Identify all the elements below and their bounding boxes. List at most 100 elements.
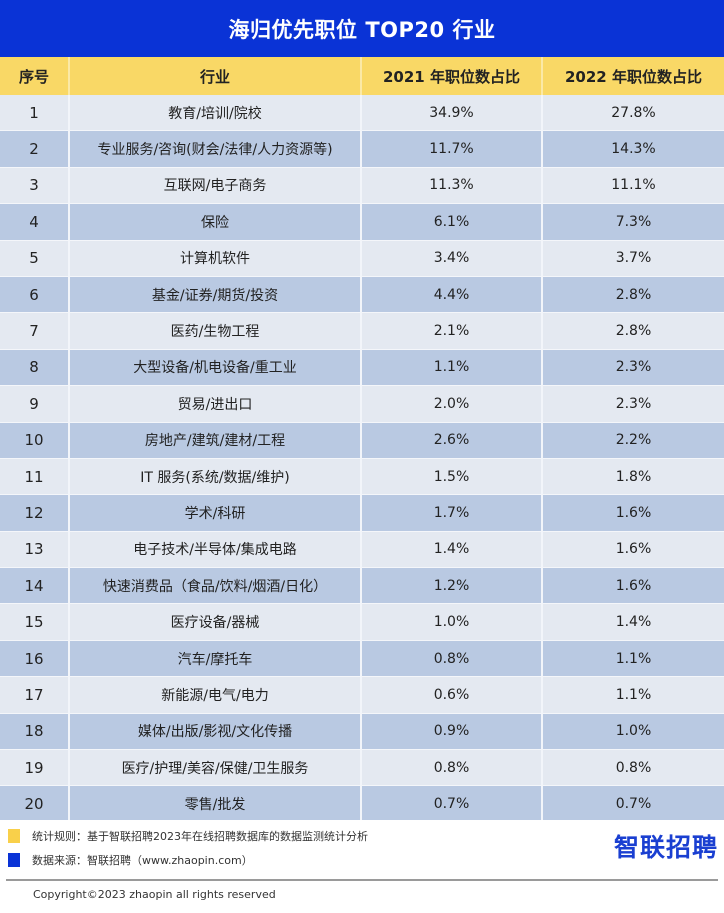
table-body: 1 教育/培训/院校 34.9% 27.8% 2 专业服务/咨询(财会/法律/人力资源等)… [0,95,724,823]
share-2021-cell: 1.4% [362,531,543,569]
share-2022-cell: 1.8% [543,459,724,496]
share-2022-cell: 0.8% [543,750,724,787]
rank-cell: 9 [0,386,70,423]
industry-cell: 教育/培训/院校 [70,95,362,132]
share-2021-cell: 0.6% [362,677,543,714]
table-row: 19 医疗/护理/美容/保健/卫生服务 0.8% 0.8% [0,750,724,787]
legend-source: 数据来源：智联招聘（www.zhaopin.com） [8,852,253,868]
share-2022-cell: 11.1% [543,168,724,205]
share-2022-cell: 7.3% [543,204,724,241]
rank-cell: 10 [0,422,70,459]
rank-cell: 15 [0,604,70,641]
rank-cell: 5 [0,240,70,277]
share-2021-cell: 11.7% [362,131,543,168]
page-title: 海归优先职位 TOP20 行业 [0,0,724,57]
share-2022-cell: 1.1% [543,677,724,714]
rank-cell: 8 [0,349,70,387]
share-2021-cell: 1.0% [362,604,543,641]
share-2022-cell: 1.6% [543,532,724,569]
industry-cell: 专业服务/咨询(财会/法律/人力资源等) [70,131,362,168]
table-row: 14 快速消费品（食品/饮料/烟酒/日化） 1.2% 1.6% [0,568,724,605]
industry-cell: 医药/生物工程 [70,313,362,350]
share-2021-cell: 6.1% [362,204,543,241]
share-2021-cell: 1.7% [362,495,543,532]
industry-cell: 学术/科研 [70,495,362,532]
share-2022-cell: 0.7% [543,786,724,823]
share-2021-cell: 4.4% [362,276,543,314]
rank-cell: 11 [0,458,70,496]
share-2022-cell: 2.8% [543,313,724,350]
share-2022-cell: 14.3% [543,131,724,168]
share-2022-cell: 2.3% [543,350,724,387]
rank-cell: 1 [0,95,70,132]
share-2022-cell: 2.2% [543,423,724,459]
share-2022-cell: 1.0% [543,714,724,751]
table-row: 13 电子技术/半导体/集成电路 1.4% 1.6% [0,531,724,569]
industry-cell: 电子技术/半导体/集成电路 [70,531,362,569]
rank-cell: 12 [0,495,70,532]
source-text: 数据来源：智联招聘（www.zhaopin.com） [32,854,253,867]
footer-divider [6,879,718,881]
rank-cell: 14 [0,568,70,605]
share-2021-cell: 1.2% [362,568,543,605]
share-2022-cell: 1.1% [543,641,724,678]
rank-cell: 7 [0,313,70,350]
table-row: 3 互联网/电子商务 11.3% 11.1% [0,167,724,205]
rule-text: 统计规则：基于智联招聘2023年在线招聘数据库的数据监测统计分析 [32,830,368,843]
table-row: 12 学术/科研 1.7% 1.6% [0,495,724,532]
table-row: 4 保险 6.1% 7.3% [0,204,724,241]
table-row: 16 汽车/摩托车 0.8% 1.1% [0,640,724,678]
table-row: 20 零售/批发 0.7% 0.7% [0,786,724,823]
rank-cell: 20 [0,786,70,823]
share-2021-cell: 1.1% [362,349,543,387]
copyright-text: Copyright©2023 zhaopin all rights reserv… [33,888,276,901]
share-2021-cell: 0.7% [362,786,543,823]
blue-square-icon [8,853,20,867]
industry-cell: 互联网/电子商务 [70,167,362,205]
zhaopin-logo: 智联招聘 [613,833,718,862]
header-2021-share: 2021 年职位数占比 [362,57,543,95]
table-row: 11 IT 服务(系统/数据/维护) 1.5% 1.8% [0,458,724,496]
rank-cell: 6 [0,276,70,314]
rank-cell: 13 [0,531,70,569]
share-2022-cell: 1.4% [543,604,724,641]
industry-cell: 零售/批发 [70,786,362,823]
industry-cell: 医疗设备/器械 [70,604,362,641]
footer: 统计规则：基于智联招聘2023年在线招聘数据库的数据监测统计分析 数据来源：智联… [0,820,724,913]
rank-cell: 2 [0,131,70,168]
table-row: 18 媒体/出版/影视/文化传播 0.9% 1.0% [0,713,724,751]
share-2022-cell: 2.8% [543,277,724,314]
industry-table: 序号 行业 2021 年职位数占比 2022 年职位数占比 1 教育/培训/院校 3… [0,57,724,823]
table-row: 5 计算机软件 3.4% 3.7% [0,240,724,277]
share-2022-cell: 1.6% [543,568,724,605]
industry-cell: 新能源/电气/电力 [70,677,362,714]
share-2021-cell: 11.3% [362,167,543,205]
industry-cell: 基金/证券/期货/投资 [70,276,362,314]
rank-cell: 19 [0,750,70,787]
table-row: 10 房地产/建筑/建材/工程 2.6% 2.2% [0,422,724,459]
table-row: 17 新能源/电气/电力 0.6% 1.1% [0,677,724,714]
table-row: 1 教育/培训/院校 34.9% 27.8% [0,95,724,132]
table-row: 15 医疗设备/器械 1.0% 1.4% [0,604,724,641]
share-2021-cell: 2.1% [362,313,543,350]
share-2021-cell: 2.6% [362,422,543,459]
industry-cell: IT 服务(系统/数据/维护) [70,458,362,496]
share-2021-cell: 2.0% [362,386,543,423]
legend-rule: 统计规则：基于智联招聘2023年在线招聘数据库的数据监测统计分析 [8,828,368,844]
share-2021-cell: 3.4% [362,240,543,277]
table-row: 8 大型设备/机电设备/重工业 1.1% 2.3% [0,349,724,387]
share-2021-cell: 0.9% [362,713,543,751]
rank-cell: 17 [0,677,70,714]
share-2022-cell: 2.3% [543,386,724,423]
industry-cell: 汽车/摩托车 [70,640,362,678]
share-2022-cell: 1.6% [543,495,724,532]
industry-cell: 快速消费品（食品/饮料/烟酒/日化） [70,568,362,605]
table-row: 6 基金/证券/期货/投资 4.4% 2.8% [0,276,724,314]
share-2021-cell: 0.8% [362,750,543,787]
rank-cell: 18 [0,713,70,751]
table-row: 9 贸易/进出口 2.0% 2.3% [0,386,724,423]
industry-cell: 贸易/进出口 [70,386,362,423]
share-2021-cell: 1.5% [362,458,543,496]
table-row: 7 医药/生物工程 2.1% 2.8% [0,313,724,350]
rank-cell: 4 [0,204,70,241]
